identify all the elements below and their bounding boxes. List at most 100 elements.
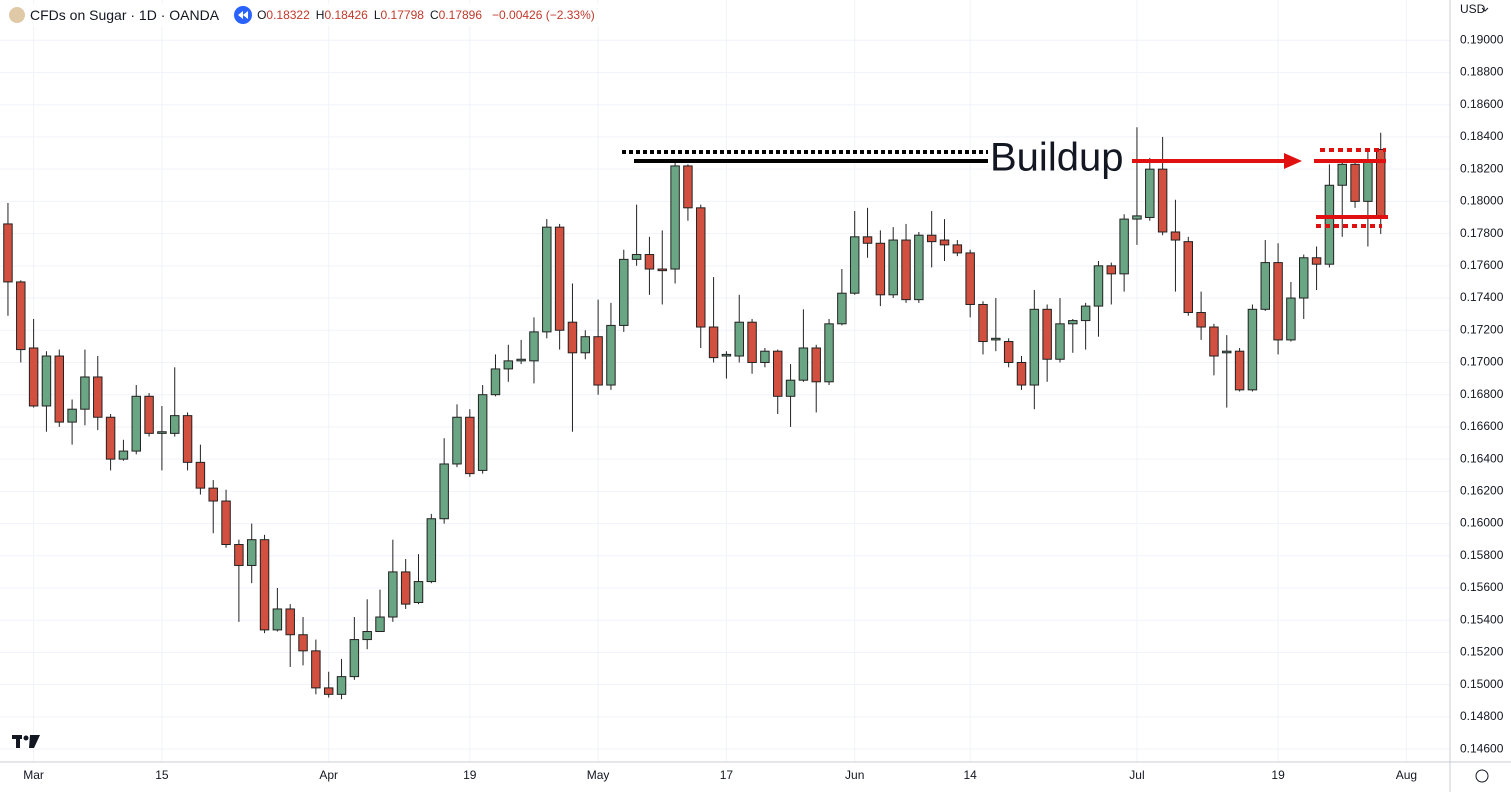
candle-body (105, 416, 116, 460)
candle-body (926, 234, 937, 243)
candle-body (862, 236, 873, 244)
candle-body (734, 321, 744, 357)
y-tick-label: 0.16400 (1460, 451, 1504, 465)
candle-body (593, 336, 603, 386)
candle-body (1222, 350, 1232, 354)
annotation: Buildup (990, 136, 1123, 180)
y-tick-label: 0.18600 (1460, 97, 1504, 111)
y-tick-label: 0.15600 (1460, 580, 1504, 594)
candle-body (54, 355, 65, 423)
candle-body (182, 415, 193, 463)
candle-body (490, 368, 501, 396)
x-tick-label: May (587, 768, 610, 782)
y-tick-label: 0.15200 (1460, 645, 1504, 659)
candle-body (554, 226, 565, 331)
candle-body (234, 544, 244, 566)
candle-body (362, 631, 372, 641)
y-tick-label: 0.17600 (1460, 258, 1504, 272)
candle-body (785, 379, 796, 397)
y-tick-label: 0.18400 (1460, 129, 1504, 143)
x-tick-label: Jul (1129, 768, 1144, 782)
candle-body (529, 331, 539, 362)
legend-header: CFDs on Sugar · 1D · OANDA O0.18322 H0.18… (8, 4, 601, 26)
currency: USD (1460, 2, 1486, 16)
settings-icon[interactable] (1475, 769, 1489, 783)
candle-body (28, 347, 39, 407)
x-tick-label: 15 (155, 768, 169, 782)
candle-body (208, 487, 218, 502)
y-tick-label: 0.16800 (1460, 387, 1504, 401)
candle-body (323, 687, 334, 695)
currency-caret (1481, 7, 1489, 12)
candle-body (298, 634, 308, 652)
x-tick-label: Mar (23, 768, 44, 782)
symbol: CFDs on Sugar · 1D · OANDA (30, 7, 220, 23)
y-tick-label: 0.17800 (1460, 226, 1504, 240)
candle-body (542, 226, 552, 333)
candle-body (1080, 305, 1091, 322)
y-tick-label: 0.17000 (1460, 355, 1504, 369)
candle-body (1132, 215, 1142, 220)
x-tick-label: 19 (463, 768, 477, 782)
annotation-shapes (1132, 148, 1388, 228)
candle-body (888, 239, 898, 296)
candle-body (1299, 257, 1309, 299)
ohlc-value: 0.18322 (266, 8, 310, 22)
candle-body (1055, 323, 1065, 360)
candle-body (760, 350, 770, 363)
candle-body (388, 571, 398, 618)
symbol-icon (9, 7, 25, 23)
candle-body (93, 376, 103, 418)
candle-body (400, 571, 411, 605)
candle-body (914, 234, 924, 301)
candle-body (157, 431, 167, 434)
candle-body (798, 347, 809, 381)
candle-body (1106, 265, 1117, 275)
x-tick-label: Aug (1396, 768, 1417, 782)
ohlc-key: C (429, 8, 439, 22)
ohlc-key: O (257, 8, 267, 22)
candle-body (978, 303, 988, 343)
candle-body (670, 165, 680, 270)
candle-body (1119, 218, 1129, 275)
candle-body (311, 650, 321, 689)
ohlc-value: 0.17896 (438, 8, 482, 22)
candle-body (1350, 163, 1360, 202)
candle-body (1093, 265, 1104, 307)
candle-body (824, 323, 834, 383)
candle-body (259, 539, 270, 631)
candle-body (375, 616, 385, 633)
candle-body (285, 608, 295, 636)
ohlc-key: L (373, 8, 381, 22)
candle-body (1029, 308, 1040, 386)
candle-body (1247, 308, 1258, 391)
y-tick-label: 0.15800 (1460, 548, 1504, 562)
candle-body (708, 326, 719, 359)
change: −0.00426 (−2.33%) (492, 8, 595, 22)
candle-body (195, 461, 206, 489)
y-tick-label: 0.18800 (1460, 65, 1504, 79)
candle-body (272, 608, 283, 631)
candle-body (426, 518, 437, 583)
candle-body (349, 639, 360, 678)
y-tick-label: 0.17400 (1460, 290, 1504, 304)
ohlc-value: 0.17798 (380, 8, 424, 22)
candle-body (118, 450, 129, 460)
y-tick-label: 0.18000 (1460, 194, 1504, 208)
y-tick-label: 0.14600 (1460, 741, 1504, 755)
ohlc-value: 0.18426 (324, 8, 368, 22)
y-tick-label: 0.15400 (1460, 612, 1504, 626)
x-tick-label: 14 (963, 768, 977, 782)
candle-body (1286, 297, 1296, 341)
replay-icon[interactable] (233, 5, 253, 25)
candle-body (16, 281, 26, 351)
candle-body (875, 242, 886, 296)
candle-body (747, 321, 757, 363)
arrow-head (1284, 153, 1302, 169)
y-tick-label: 0.19000 (1460, 32, 1504, 46)
candle-body (1363, 158, 1373, 202)
candle-body (1337, 163, 1347, 186)
y-tick-label: 0.16000 (1460, 516, 1504, 530)
candle-body (657, 268, 667, 272)
